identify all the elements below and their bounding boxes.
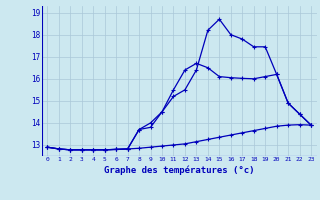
X-axis label: Graphe des températures (°c): Graphe des températures (°c)	[104, 165, 254, 175]
